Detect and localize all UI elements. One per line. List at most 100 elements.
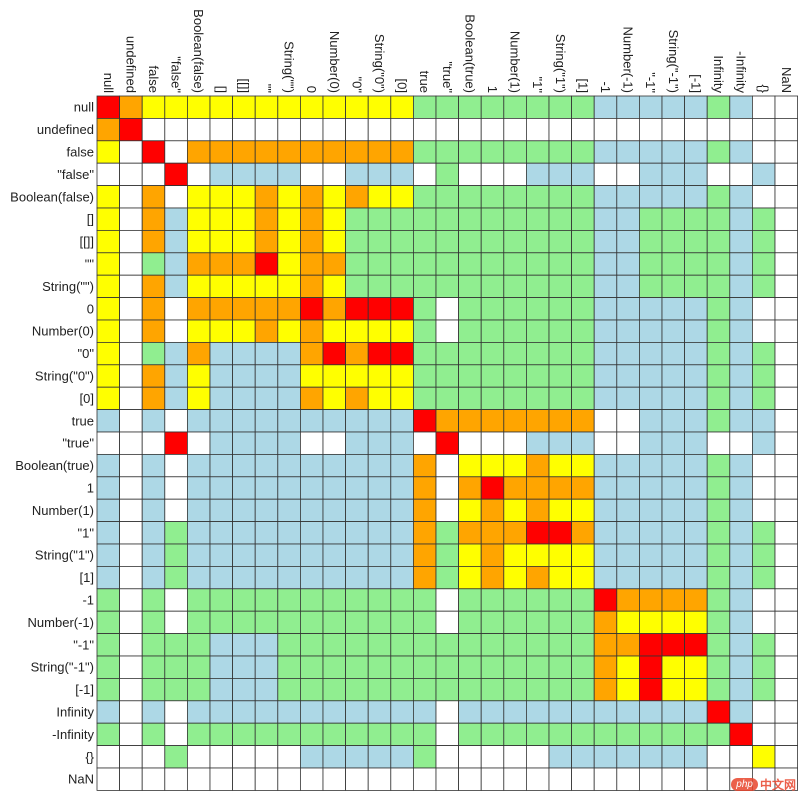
heatmap-cell [774,118,799,142]
heatmap-cell [254,610,279,635]
heatmap-cell [322,341,347,366]
heatmap-cell [752,252,776,276]
heatmap-cell [164,319,188,343]
heatmap-cell [503,521,527,545]
heatmap-cell [639,341,663,366]
heatmap-cell [639,274,663,299]
heatmap-cell [390,655,414,679]
heatmap-cell [548,498,573,523]
heatmap-cell [322,297,347,321]
row-label: "1" [78,525,95,540]
heatmap-cell [571,207,595,231]
heatmap-cell [548,453,573,478]
heatmap-cell [435,610,460,635]
heatmap-cell [480,229,505,254]
heatmap-cell [616,521,640,545]
heatmap-cell [277,566,301,590]
heatmap-cell [503,566,527,590]
heatmap-cell [141,521,166,545]
heatmap-cell [232,207,256,231]
heatmap-cell [96,610,121,635]
heatmap-cell [458,767,482,791]
heatmap-cell [503,386,527,411]
heatmap-cell [322,431,347,455]
heatmap-cell [458,185,482,209]
heatmap-cell [367,476,392,500]
heatmap-cell [299,341,324,366]
heatmap-cell [345,566,369,590]
heatmap-cell [684,252,708,276]
heatmap-cell [277,521,301,545]
heatmap-cell [186,498,211,523]
heatmap-cell [774,386,799,411]
heatmap-cell [322,409,347,433]
heatmap-cell [141,162,166,186]
heatmap-cell [96,745,121,769]
heatmap-cell [232,341,256,366]
heatmap-cell [526,140,550,164]
heatmap-cell [277,386,301,411]
heatmap-cell [639,566,663,590]
heatmap-cell [435,745,460,769]
heatmap-cell [548,633,573,657]
heatmap-cell [729,185,753,209]
heatmap-cell [435,678,460,702]
row-label: String("-1") [31,660,94,675]
heatmap-cell [729,610,753,635]
heatmap-cell [96,498,121,523]
heatmap-cell [232,453,256,478]
heatmap-cell [571,95,595,119]
heatmap-cell [254,162,279,186]
row-label: "false" [57,167,94,182]
heatmap-cell [774,633,799,657]
heatmap-cell [254,274,279,299]
heatmap-cell [571,678,595,702]
heatmap-cell [322,633,347,657]
heatmap-cell [390,364,414,388]
heatmap-cell [684,207,708,231]
heatmap-cell [277,767,301,791]
heatmap-cell [322,476,347,500]
heatmap-cell [119,498,143,523]
heatmap-cell [254,229,279,254]
heatmap-cell [661,543,686,567]
heatmap-cell [480,185,505,209]
heatmap-cell [299,95,324,119]
heatmap-cell [639,678,663,702]
heatmap-cell [706,297,731,321]
heatmap-cell [299,118,324,142]
column-label: [1] [575,79,590,93]
heatmap-cell [345,745,369,769]
heatmap-cell [458,252,482,276]
heatmap-cell [616,498,640,523]
heatmap-cell [96,252,121,276]
heatmap-cell [164,207,188,231]
heatmap-cell [345,543,369,567]
heatmap-cell [571,409,595,433]
heatmap-cell [593,229,618,254]
heatmap-cell [458,140,482,164]
heatmap-cell [729,140,753,164]
row-label: String("1") [35,548,94,563]
heatmap-cell [639,610,663,635]
heatmap-cell [164,386,188,411]
heatmap-cell [480,95,505,119]
heatmap-cell [435,409,460,433]
heatmap-cell [458,498,482,523]
heatmap-cell [119,140,143,164]
column-label: -Infinity [734,51,749,93]
heatmap-cell [752,521,776,545]
heatmap-cell [526,543,550,567]
heatmap-cell [593,409,618,433]
column-label: [0] [395,79,410,93]
heatmap-cell [254,498,279,523]
row-label: -Infinity [52,727,94,742]
row-label: true [72,413,94,428]
heatmap-cell [548,162,573,186]
heatmap-cell [752,185,776,209]
heatmap-cell [367,655,392,679]
heatmap-cell [729,409,753,433]
heatmap-cell [774,341,799,366]
heatmap-cell [119,521,143,545]
heatmap-cell [277,252,301,276]
